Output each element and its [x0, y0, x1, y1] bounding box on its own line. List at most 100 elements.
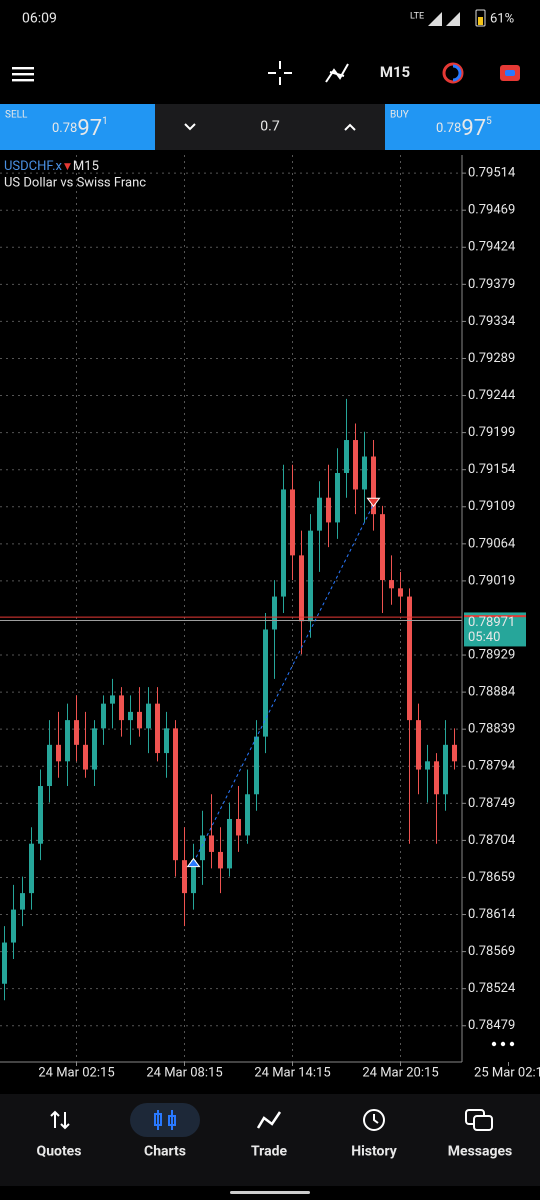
dot: [509, 1041, 515, 1047]
candle-body: [128, 711, 133, 721]
nav-bar: [0, 1094, 540, 1186]
menu-line: [12, 67, 34, 70]
x-tick-label: 24 Mar 02:15: [38, 1065, 114, 1080]
crosshair-button[interactable]: [268, 61, 292, 85]
candle-body: [173, 728, 178, 861]
candle-body: [353, 440, 358, 490]
sell-price: 0.78971: [52, 116, 108, 141]
candle-body: [290, 489, 295, 556]
candle-body: [56, 744, 61, 762]
messages-icon: [473, 1115, 493, 1131]
y-tick-label: 0.79199: [468, 425, 515, 440]
candle-body: [380, 514, 385, 581]
nav-label[interactable]: Quotes: [37, 1144, 82, 1160]
candle-body: [281, 489, 286, 597]
trade-line: [193, 504, 374, 863]
candle-body: [209, 835, 214, 852]
candle-body: [155, 703, 160, 754]
candle-body: [47, 744, 52, 787]
candle-body: [119, 695, 124, 721]
nav-label[interactable]: Trade: [251, 1144, 287, 1160]
menu-button[interactable]: [12, 67, 34, 82]
y-tick-label: 0.78614: [468, 907, 516, 922]
quotes-icon: [50, 1110, 70, 1130]
y-tick-label: 0.79334: [468, 314, 516, 329]
candle-body: [65, 720, 70, 762]
buy-label: BUY: [390, 110, 409, 121]
y-tick-label: 0.79424: [468, 240, 516, 255]
candle-body: [362, 456, 367, 490]
more-button[interactable]: [491, 1041, 515, 1047]
nav-label[interactable]: Messages: [448, 1144, 512, 1160]
candle-body: [20, 893, 25, 910]
candle-body: [83, 744, 88, 770]
y-tick-label: 0.79019: [468, 573, 515, 588]
status-network: LTE: [410, 11, 424, 21]
candle-body: [434, 761, 439, 795]
x-tick-label: 24 Mar 14:15: [254, 1065, 330, 1080]
y-tick-label: 0.78704: [468, 833, 516, 848]
y-tick-label: 0.78569: [468, 944, 515, 959]
y-tick-label: 0.79064: [468, 536, 516, 551]
objects-button[interactable]: [442, 62, 464, 84]
sell-marker: [366, 497, 381, 508]
candle-body: [389, 580, 394, 589]
y-tick-label: 0.79514: [468, 166, 516, 181]
y-tick-label: 0.79109: [468, 499, 515, 514]
chart-timeframe: M15: [73, 159, 99, 174]
menu-line: [12, 79, 34, 82]
candle-body: [272, 596, 277, 630]
buy-price: 0.78975: [436, 116, 492, 141]
candle-body: [398, 588, 403, 597]
candle-body: [164, 728, 169, 754]
candle-body: [182, 860, 187, 894]
candle-body: [92, 728, 97, 770]
history-icon: [363, 1109, 385, 1131]
buy-button[interactable]: [385, 104, 540, 150]
chart-header: USDCHF.x ▼ M15: [4, 159, 99, 174]
buy-marker: [186, 857, 201, 868]
price-tag-timer: 05:40: [468, 630, 500, 645]
volume-value[interactable]: 0.7: [260, 119, 280, 135]
sell-button[interactable]: [0, 104, 155, 150]
candle-body: [218, 851, 223, 869]
history-hands: [373, 1114, 379, 1124]
candle-body: [11, 909, 16, 943]
price-main: 97: [461, 116, 486, 141]
candle-body: [416, 720, 421, 770]
candle-body: [227, 818, 232, 869]
y-tick-label: 0.78749: [468, 796, 515, 811]
sell-label: SELL: [5, 110, 28, 121]
timeframe-button[interactable]: M15: [380, 63, 410, 81]
chart-symbol: USDCHF.x: [4, 159, 63, 174]
candle-body: [326, 497, 331, 523]
objects-icon-part: [452, 64, 462, 82]
y-tick-label: 0.78659: [468, 870, 515, 885]
volume-up[interactable]: [344, 123, 356, 131]
x-tick-label: 24 Mar 20:15: [362, 1065, 438, 1080]
volume-down[interactable]: [184, 123, 196, 131]
trade-icon: [256, 1111, 282, 1129]
nav-label[interactable]: Charts: [144, 1144, 186, 1160]
candle-body: [344, 440, 349, 473]
candle-body: [371, 456, 376, 515]
candle-body: [146, 703, 151, 729]
battery-icon: [475, 9, 486, 27]
price-suffix: 5: [486, 116, 492, 127]
nav-label[interactable]: History: [351, 1144, 397, 1160]
home-indicator: [230, 1191, 310, 1194]
signal-icon: [428, 12, 460, 26]
y-tick-label: 0.78839: [468, 722, 515, 737]
candle-body: [425, 761, 430, 770]
y-tick-label: 0.79244: [468, 388, 516, 403]
x-tick-label: 25 Mar 02:1: [474, 1065, 540, 1080]
indicators-button[interactable]: [325, 63, 349, 83]
y-tick-label: 0.78929: [468, 647, 515, 662]
dot: [491, 1041, 497, 1047]
dropdown-arrow: ▼: [64, 162, 71, 172]
price-tag: [464, 612, 526, 647]
price-tag-label: 0.78971: [468, 615, 515, 630]
